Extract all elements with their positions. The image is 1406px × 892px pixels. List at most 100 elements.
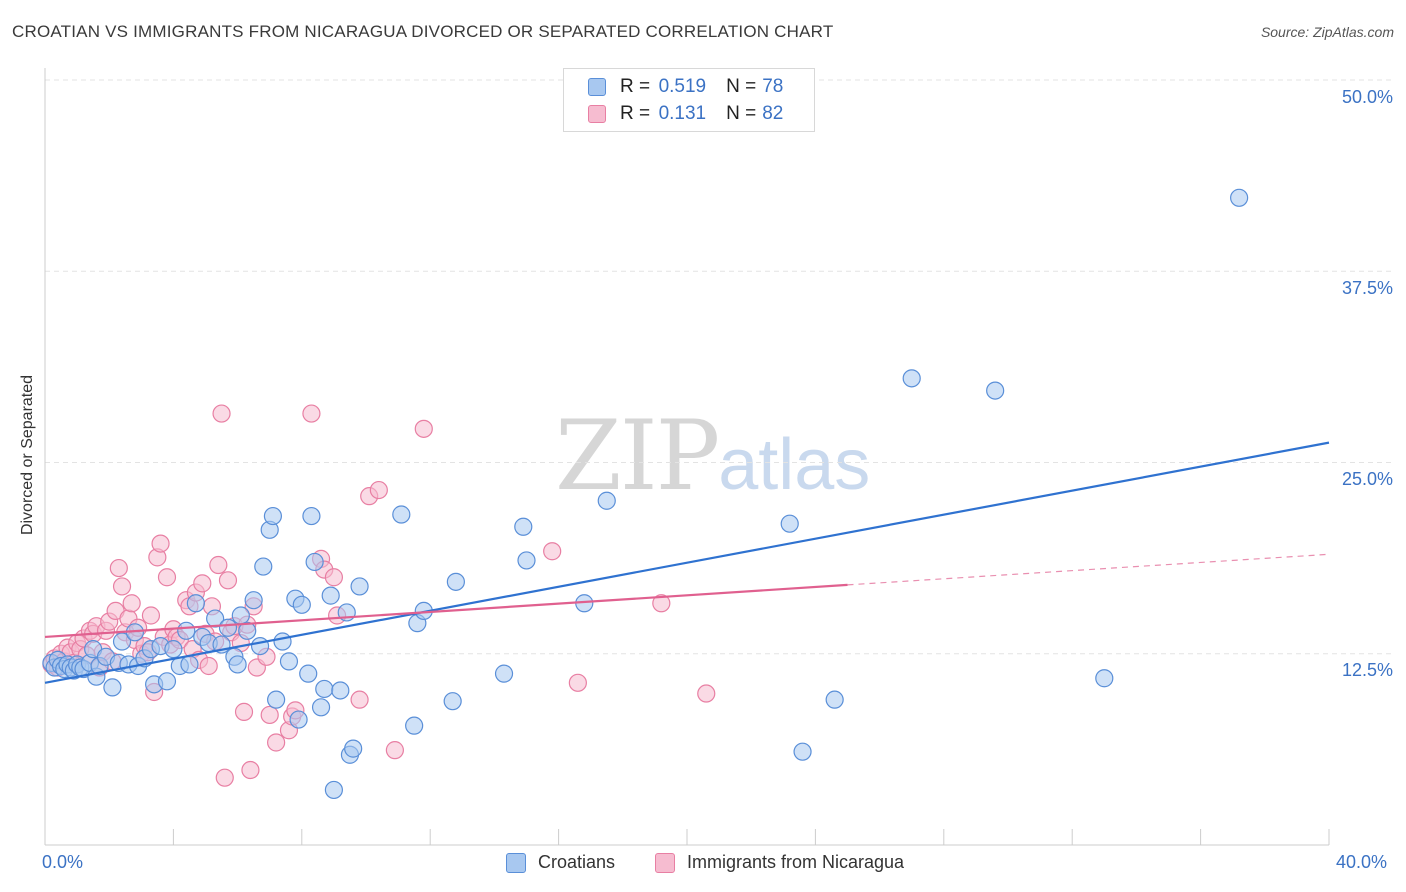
- trend-lines: [44, 441, 1330, 684]
- x-axis: [44, 68, 1330, 846]
- r-label: R =: [620, 76, 651, 97]
- nicaragua-trend-line: [44, 583, 848, 639]
- nicaragua-point: [324, 568, 343, 587]
- nicaragua-point: [157, 568, 177, 587]
- nicaragua-point: [109, 558, 128, 578]
- croatian-point: [331, 681, 350, 700]
- nicaragua-point: [141, 606, 161, 625]
- croatian-point: [405, 716, 424, 735]
- watermark: ZIPatlas: [555, 400, 870, 512]
- nicaragua-point: [302, 404, 321, 423]
- croatian-point: [250, 636, 270, 656]
- pink-swatch-icon: [588, 105, 606, 123]
- chart-title: CROATIAN VS IMMIGRANTS FROM NICARAGUA DI…: [12, 22, 834, 41]
- grid: [45, 79, 1393, 655]
- blue-swatch-icon: [588, 78, 606, 96]
- croatian-point: [825, 690, 844, 709]
- croatian-point: [164, 640, 183, 659]
- croatian-point: [289, 710, 308, 729]
- r-label: R =: [620, 103, 651, 124]
- croatian-point: [597, 491, 616, 510]
- y-tick-label: 50.0%: [1341, 87, 1393, 107]
- croatian-point: [238, 621, 257, 640]
- croatian-point: [254, 557, 273, 576]
- croatian-point: [218, 618, 238, 637]
- croatian-point: [186, 594, 205, 613]
- croatian-point: [344, 739, 363, 758]
- nicaragua-point: [112, 577, 132, 596]
- nicaragua-point: [209, 555, 228, 575]
- croatian-point: [305, 552, 324, 572]
- croatian-point: [315, 679, 334, 699]
- croatian-point: [157, 672, 177, 691]
- croatian-point: [228, 655, 247, 674]
- croatian-point: [780, 514, 799, 533]
- croatian-point: [311, 698, 331, 717]
- legend-item-nicaragua[interactable]: Immigrants from Nicaragua: [655, 852, 904, 873]
- nicaragua-point: [260, 705, 279, 725]
- legend-label: Immigrants from Nicaragua: [687, 852, 905, 872]
- croatian-point: [902, 369, 921, 388]
- croatian-point: [103, 678, 122, 697]
- r-value: 0.519: [658, 76, 707, 97]
- legend-item-croatians[interactable]: Croatians: [506, 852, 615, 873]
- nicaragua-point: [652, 594, 671, 613]
- y-tick-label: 37.5%: [1341, 278, 1393, 298]
- croatian-point: [1095, 669, 1114, 688]
- nicaragua-point: [697, 684, 716, 703]
- croatian-point: [494, 664, 514, 683]
- legend-row-nicaragua: R = 0.131 N = 82: [588, 103, 783, 125]
- nicaragua-point: [369, 480, 388, 500]
- croatian-point: [517, 551, 536, 570]
- nicaragua-trend-extension: [847, 553, 1330, 586]
- n-value: 78: [762, 76, 784, 97]
- y-tick-label: 12.5%: [1341, 660, 1393, 680]
- x-tick-label-min: 0.0%: [42, 852, 84, 872]
- croatian-point: [986, 381, 1005, 400]
- croatian-point: [514, 517, 533, 536]
- nicaragua-point: [122, 594, 141, 613]
- nicaragua-point: [215, 768, 234, 787]
- nicaragua-point: [193, 574, 212, 593]
- nicaragua-point: [385, 741, 404, 760]
- nicaragua-point: [151, 534, 170, 553]
- watermark-zip: ZIP: [555, 400, 720, 512]
- croatian-point: [273, 632, 292, 651]
- croatian-trend-line: [44, 441, 1330, 684]
- croatian-point: [392, 505, 411, 524]
- n-value: 82: [762, 103, 784, 124]
- croatian-point: [443, 692, 462, 711]
- croatian-point: [324, 780, 343, 800]
- croatian-point: [177, 621, 196, 640]
- croatian-points: [42, 188, 1249, 800]
- watermark-atlas: atlas: [718, 425, 871, 505]
- croatian-point: [180, 655, 199, 674]
- croatian-point: [321, 586, 340, 605]
- croatian-point: [793, 742, 812, 761]
- blue-swatch-icon: [506, 852, 526, 873]
- croatian-point: [302, 506, 321, 526]
- croatian-point: [446, 572, 465, 591]
- nicaragua-point: [199, 656, 218, 676]
- pink-swatch-icon: [655, 852, 675, 873]
- croatian-point: [244, 591, 263, 610]
- croatian-point: [263, 506, 283, 526]
- legend-label: Croatians: [538, 852, 616, 872]
- croatian-point: [231, 606, 250, 625]
- r-value: 0.131: [658, 103, 707, 124]
- nicaragua-point: [414, 419, 433, 438]
- nicaragua-point: [568, 673, 587, 692]
- croatian-point: [299, 664, 318, 683]
- n-label: N =: [726, 103, 757, 124]
- series-legend: Croatians Immigrants from Nicaragua: [0, 852, 1406, 878]
- nicaragua-point: [350, 690, 369, 709]
- croatian-point: [292, 595, 311, 614]
- source-label: Source: ZipAtlas.com: [1260, 24, 1394, 40]
- nicaragua-point: [267, 733, 286, 752]
- legend-row-croatians: R = 0.519 N = 78: [588, 76, 783, 98]
- croatian-point: [206, 609, 225, 628]
- x-tick-label-max: 40.0%: [1336, 852, 1388, 872]
- croatian-point: [350, 577, 369, 596]
- nicaragua-point: [212, 404, 231, 423]
